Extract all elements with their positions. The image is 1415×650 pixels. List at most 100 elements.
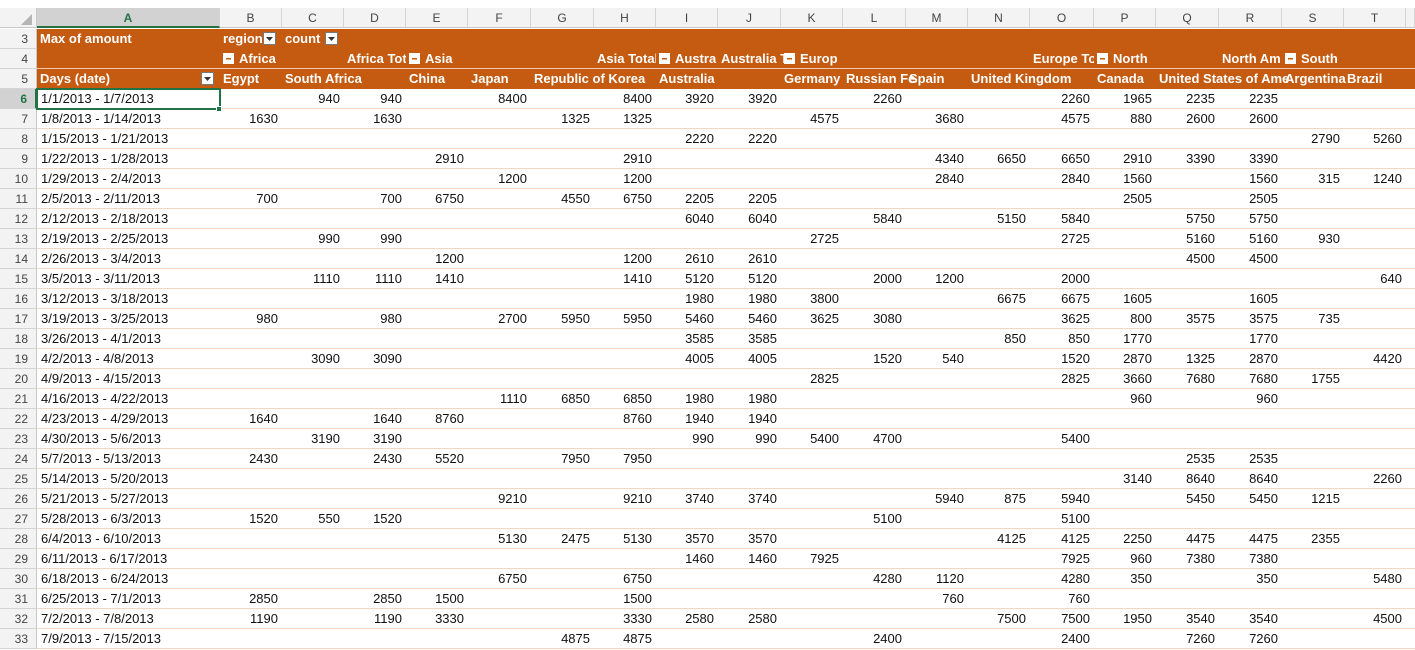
value-cell[interactable]: 5750 — [1186, 211, 1215, 226]
value-cell[interactable]: 7500 — [997, 611, 1026, 626]
value-cell[interactable]: 1460 — [685, 551, 714, 566]
value-cell[interactable]: 3330 — [435, 611, 464, 626]
select-all-corner[interactable] — [0, 8, 37, 28]
filter-dropdown[interactable] — [325, 32, 338, 45]
value-cell[interactable]: 2000 — [1061, 271, 1090, 286]
value-cell[interactable]: 1980 — [748, 391, 777, 406]
value-cell[interactable]: 640 — [1380, 271, 1402, 286]
value-cell[interactable]: 1460 — [748, 551, 777, 566]
value-cell[interactable]: 2725 — [1061, 231, 1090, 246]
value-cell[interactable]: 7380 — [1249, 551, 1278, 566]
date-range-label[interactable]: 5/28/2013 - 6/3/2013 — [41, 511, 161, 526]
date-range-label[interactable]: 2/12/2013 - 2/18/2013 — [41, 211, 169, 226]
column-header[interactable]: F — [468, 8, 531, 28]
fill-handle[interactable] — [216, 106, 222, 112]
value-cell[interactable]: 5460 — [685, 311, 714, 326]
value-cell[interactable]: 2355 — [1311, 531, 1340, 546]
date-range-label[interactable]: 1/8/2013 - 1/14/2013 — [41, 111, 161, 126]
value-cell[interactable]: 5950 — [623, 311, 652, 326]
value-cell[interactable]: 5100 — [873, 511, 902, 526]
value-cell[interactable]: 1640 — [249, 411, 278, 426]
value-cell[interactable]: 700 — [380, 191, 402, 206]
value-cell[interactable]: 1755 — [1311, 371, 1340, 386]
row-header[interactable]: 18 — [0, 329, 37, 349]
value-cell[interactable]: 1770 — [1249, 331, 1278, 346]
value-cell[interactable]: 5940 — [935, 491, 964, 506]
value-cell[interactable]: 3920 — [685, 91, 714, 106]
value-cell[interactable]: 1200 — [498, 171, 527, 186]
row-header[interactable]: 6 — [0, 89, 37, 109]
value-cell[interactable]: 8400 — [498, 91, 527, 106]
row-header[interactable]: 9 — [0, 149, 37, 169]
value-cell[interactable]: 5400 — [1061, 431, 1090, 446]
row-header[interactable]: 23 — [0, 429, 37, 449]
value-cell[interactable]: 3190 — [311, 431, 340, 446]
value-cell[interactable]: 4475 — [1249, 531, 1278, 546]
value-cell[interactable]: 2475 — [561, 531, 590, 546]
value-cell[interactable]: 7260 — [1249, 631, 1278, 646]
value-cell[interactable]: 4550 — [561, 191, 590, 206]
value-cell[interactable]: 4125 — [997, 531, 1026, 546]
value-cell[interactable]: 6750 — [435, 191, 464, 206]
value-cell[interactable]: 2700 — [498, 311, 527, 326]
row-header[interactable]: 21 — [0, 389, 37, 409]
value-cell[interactable]: 1965 — [1123, 91, 1152, 106]
value-cell[interactable]: 2000 — [873, 271, 902, 286]
collapse-button[interactable] — [784, 53, 795, 64]
value-cell[interactable]: 7925 — [810, 551, 839, 566]
column-header[interactable]: A — [37, 8, 220, 28]
value-cell[interactable]: 9210 — [623, 491, 652, 506]
value-cell[interactable]: 540 — [942, 351, 964, 366]
value-cell[interactable]: 3680 — [935, 111, 964, 126]
value-cell[interactable]: 1980 — [685, 291, 714, 306]
value-cell[interactable]: 1605 — [1123, 291, 1152, 306]
value-cell[interactable]: 1640 — [373, 411, 402, 426]
value-cell[interactable]: 6650 — [1061, 151, 1090, 166]
date-range-label[interactable]: 4/2/2013 - 4/8/2013 — [41, 351, 154, 366]
date-range-label[interactable]: 2/5/2013 - 2/11/2013 — [41, 191, 161, 206]
value-cell[interactable]: 7680 — [1249, 371, 1278, 386]
value-cell[interactable]: 940 — [380, 91, 402, 106]
value-cell[interactable]: 3570 — [685, 531, 714, 546]
value-cell[interactable]: 2205 — [748, 191, 777, 206]
column-header[interactable]: K — [781, 8, 843, 28]
value-cell[interactable]: 980 — [380, 311, 402, 326]
filter-dropdown[interactable] — [201, 72, 214, 85]
row-header[interactable]: 11 — [0, 189, 37, 209]
value-cell[interactable]: 4575 — [810, 111, 839, 126]
value-cell[interactable]: 1200 — [623, 171, 652, 186]
column-header[interactable]: I — [656, 8, 718, 28]
row-header[interactable]: 16 — [0, 289, 37, 309]
value-cell[interactable]: 2600 — [1186, 111, 1215, 126]
date-range-label[interactable]: 5/7/2013 - 5/13/2013 — [41, 451, 161, 466]
value-cell[interactable]: 4575 — [1061, 111, 1090, 126]
row-header[interactable]: 28 — [0, 529, 37, 549]
value-cell[interactable]: 4005 — [685, 351, 714, 366]
collapse-button[interactable] — [659, 53, 670, 64]
value-cell[interactable]: 735 — [1318, 311, 1340, 326]
value-cell[interactable]: 350 — [1130, 571, 1152, 586]
value-cell[interactable]: 5950 — [561, 311, 590, 326]
date-range-label[interactable]: 5/21/2013 - 5/27/2013 — [41, 491, 169, 506]
column-header[interactable]: M — [906, 8, 968, 28]
date-range-label[interactable]: 4/30/2013 - 5/6/2013 — [41, 431, 161, 446]
row-header[interactable]: 10 — [0, 169, 37, 189]
value-cell[interactable]: 960 — [1130, 391, 1152, 406]
column-header[interactable]: C — [282, 8, 344, 28]
value-cell[interactable]: 2205 — [685, 191, 714, 206]
value-cell[interactable]: 3190 — [373, 431, 402, 446]
column-header[interactable]: E — [406, 8, 468, 28]
date-range-label[interactable]: 1/29/2013 - 2/4/2013 — [41, 171, 161, 186]
value-cell[interactable]: 5750 — [1249, 211, 1278, 226]
value-cell[interactable]: 1950 — [1123, 611, 1152, 626]
date-range-label[interactable]: 3/12/2013 - 3/18/2013 — [41, 291, 169, 306]
value-cell[interactable]: 2850 — [373, 591, 402, 606]
value-cell[interactable]: 3625 — [1061, 311, 1090, 326]
row-header[interactable]: 24 — [0, 449, 37, 469]
value-cell[interactable]: 3575 — [1249, 311, 1278, 326]
column-header[interactable]: L — [843, 8, 906, 28]
value-cell[interactable]: 2870 — [1123, 351, 1152, 366]
value-cell[interactable]: 850 — [1068, 331, 1090, 346]
value-cell[interactable]: 2400 — [873, 631, 902, 646]
value-cell[interactable]: 8760 — [623, 411, 652, 426]
